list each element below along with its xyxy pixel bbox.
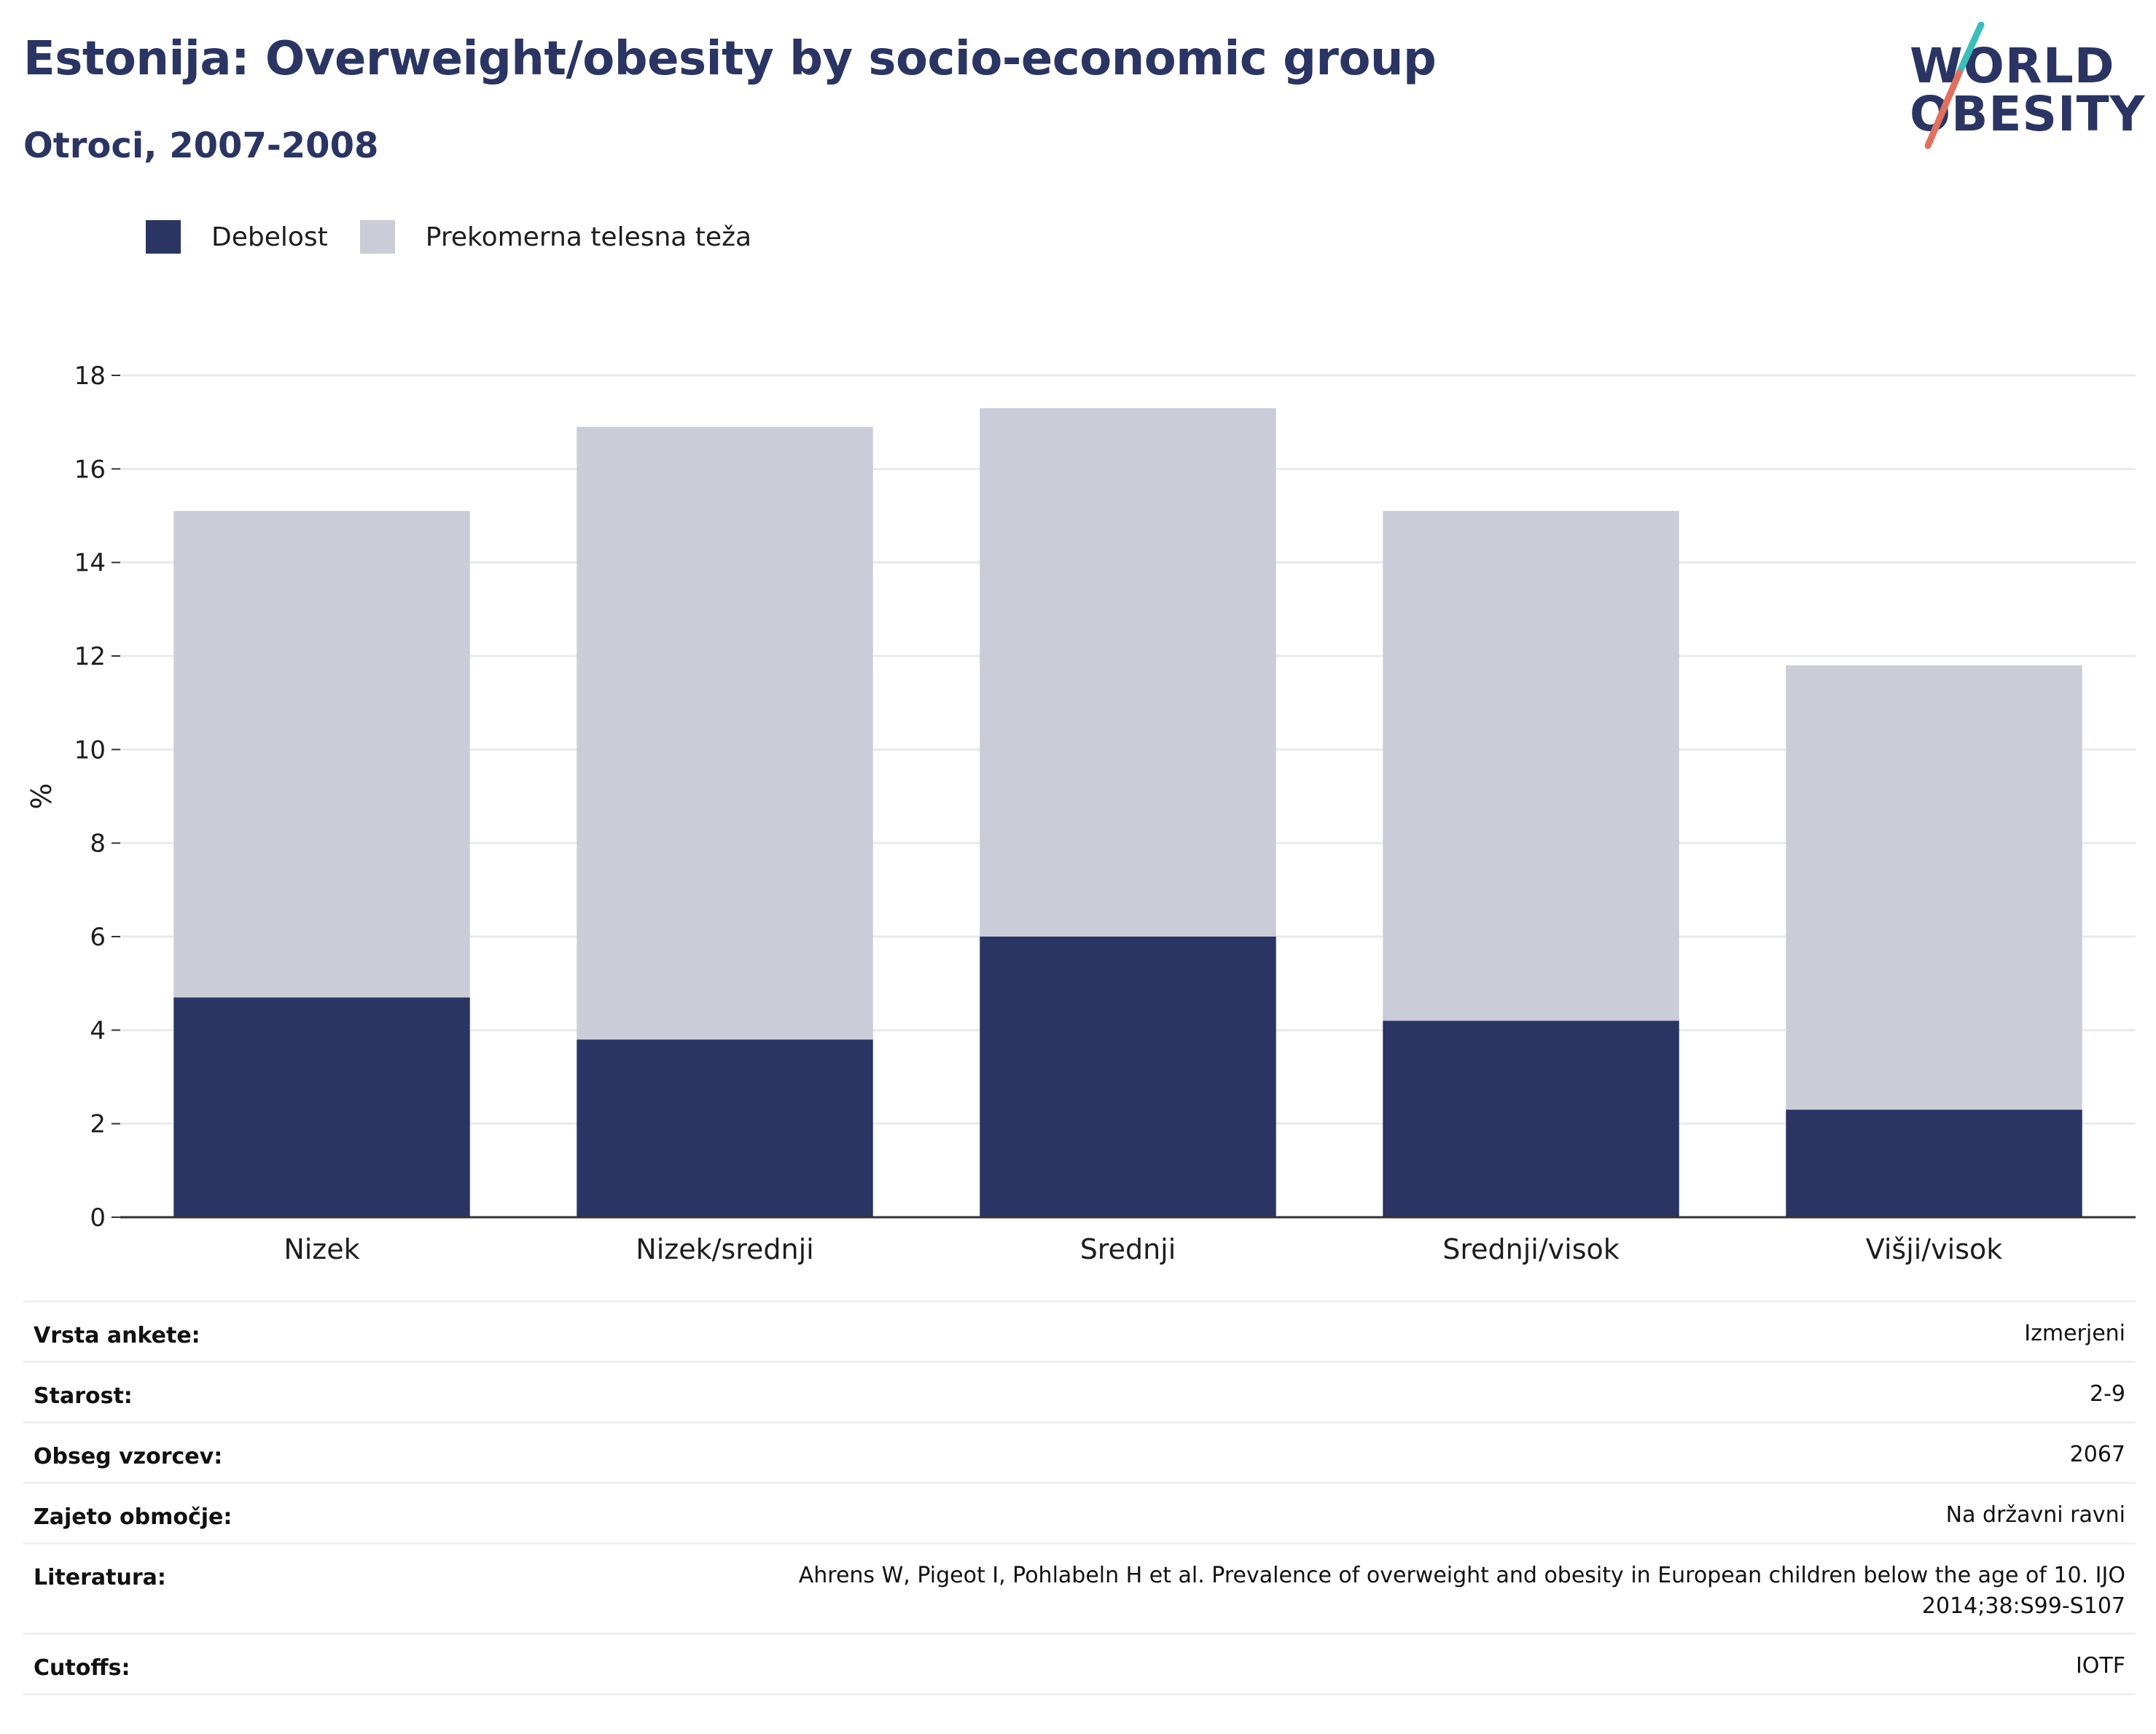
bar-obesity [980,937,1276,1217]
meta-key: Obseg vzorcev: [34,1444,223,1469]
bar-chart: 0 2 4 6 8 10 12 14 16 18% Nizek Nizek/srednji Srednj… [26,362,2136,1265]
y-tick-label: 8 [90,829,106,859]
meta-value: 2-9 [2090,1381,2125,1407]
meta-row-reference: Literatura: Ahrens W, Pigeot I, Pohlabel… [23,1544,2136,1635]
bar-overweight [173,511,470,998]
meta-row-sample-size: Obseg vzorcev: 2067 [23,1423,2136,1484]
bar-overweight [980,407,1276,937]
meta-value: 2067 [2069,1442,2125,1467]
meta-key: Zajeto območje: [34,1504,233,1530]
bar-obesity [577,1039,873,1217]
y-tick-label: 4 [90,1016,106,1045]
y-tick-label: 16 [74,455,106,484]
meta-value: Na državni ravni [1945,1502,2125,1528]
legend-label-obesity: Debelost [211,222,328,252]
meta-value[interactable]: Ahrens W, Pigeot I, Pohlabeln H et al. P… [798,1563,2125,1619]
y-tick-label: 14 [74,549,106,578]
y-tick-label: 18 [74,362,106,391]
bar-obesity [1786,1109,2082,1217]
x-category-label: Nizek/srednji [636,1233,813,1265]
bar-overweight [577,426,873,1040]
y-tick-label: 0 [90,1203,106,1233]
meta-value: Izmerjeni [2024,1321,2125,1346]
legend-item-overweight[interactable]: Prekomerna telesna teža [359,220,752,254]
chart-subtitle: Otroci, 2007-2008 [23,125,379,166]
logo-word-world: WORLD [1910,38,2115,94]
legend-swatch-obesity [146,220,181,254]
x-category-label: Višji/visok [1866,1233,2003,1265]
bar-overweight [1383,511,1679,1021]
x-category-label: Srednji [1080,1233,1176,1265]
legend-swatch-overweight [359,220,395,254]
x-category-label: Srednji/visok [1442,1233,1620,1265]
meta-key: Vrsta ankete: [34,1323,200,1348]
survey-info-table: Vrsta ankete: Izmerjeni Starost: 2-9 Obs… [23,1300,2136,1695]
bar-obesity [1383,1020,1679,1217]
meta-key: Starost: [34,1383,133,1409]
legend-label-overweight: Prekomerna telesna teža [425,222,752,252]
bar-overweight [1786,665,2082,1110]
meta-row-area-covered: Zajeto območje: Na državni ravni [23,1484,2136,1544]
y-tick-label: 12 [74,642,106,671]
meta-key: Cutoffs: [34,1655,130,1681]
y-tick-label: 2 [90,1110,106,1139]
bar-obesity [173,997,470,1217]
y-axis-label: % [26,783,58,809]
meta-value: IOTF [2075,1653,2125,1679]
x-category-label: Nizek [284,1233,359,1265]
meta-key: Literatura: [34,1565,166,1590]
logo-slash-icon [1924,22,1985,149]
y-tick-label: 6 [90,923,106,952]
legend-item-obesity[interactable]: Debelost [146,220,328,254]
meta-row-age: Starost: 2-9 [23,1363,2136,1423]
meta-row-cutoffs: Cutoffs: IOTF [23,1635,2136,1695]
world-obesity-logo: WORLD OBESITY [1895,22,2144,153]
meta-row-survey-type: Vrsta ankete: Izmerjeni [23,1303,2136,1363]
y-tick-label: 10 [74,735,106,765]
chart-title: Estonija: Overweight/obesity by socio-ec… [23,32,1437,86]
legend: Debelost Prekomerna telesna teža [146,219,784,255]
